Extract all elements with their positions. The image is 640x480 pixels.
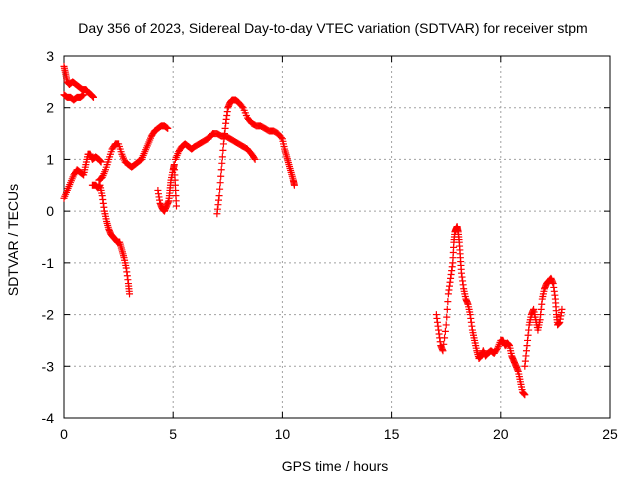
y-tick-label: 1	[46, 151, 54, 167]
y-tick-label: -2	[42, 307, 55, 323]
data-point-plus	[251, 155, 259, 163]
data-point-plus	[97, 158, 105, 166]
data-point-plus	[78, 92, 86, 100]
chart-title: Day 356 of 2023, Sidereal Day-to-day VTE…	[78, 20, 587, 36]
data-point-plus	[238, 102, 246, 110]
data-point-plus	[172, 202, 180, 210]
y-tick-label: 3	[46, 48, 54, 64]
y-tick-label: -1	[42, 255, 55, 271]
data-series	[95, 122, 172, 184]
data-point-plus	[218, 153, 226, 161]
data-point-plus	[126, 290, 134, 298]
data-point-plus	[290, 181, 298, 189]
data-point-plus	[441, 327, 449, 335]
data-point-plus	[217, 172, 225, 180]
data-point-plus	[441, 334, 449, 342]
data-point-plus	[216, 185, 224, 193]
data-points	[60, 62, 566, 399]
data-point-plus	[215, 192, 223, 200]
x-tick-label: 0	[60, 426, 68, 442]
data-point-plus	[164, 124, 172, 132]
data-point-plus	[493, 345, 501, 353]
data-point-plus	[250, 154, 258, 162]
data-series	[60, 150, 105, 202]
data-point-plus	[443, 313, 451, 321]
data-point-plus	[218, 159, 226, 167]
data-point-plus	[80, 91, 88, 99]
x-tick-label: 15	[384, 426, 400, 442]
data-point-plus	[521, 391, 529, 399]
x-tick-label: 10	[275, 426, 291, 442]
x-tick-label: 20	[493, 426, 509, 442]
plot-frame	[63, 55, 611, 419]
data-series	[60, 91, 88, 104]
data-point-plus	[216, 179, 224, 187]
y-tick-label: -3	[42, 358, 55, 374]
data-point-plus	[163, 124, 171, 132]
y-tick-label: 0	[46, 203, 54, 219]
data-series	[213, 96, 298, 218]
data-series	[171, 130, 259, 163]
y-axis-ticks: -4 -3 -2 -1 0 1 2 3	[42, 48, 610, 426]
x-axis-ticks: 0 5 10 15 20 25	[60, 56, 618, 442]
gridlines	[64, 56, 610, 418]
x-tick-label: 5	[169, 426, 177, 442]
data-point-plus	[440, 340, 448, 348]
data-point-plus	[444, 298, 452, 306]
data-point-plus	[277, 133, 285, 141]
data-series	[432, 223, 529, 399]
y-tick-label: -4	[42, 410, 55, 426]
data-point-plus	[442, 321, 450, 329]
y-axis-label: SDTVAR / TECUs	[5, 184, 21, 296]
data-point-plus	[219, 146, 227, 154]
data-point-plus	[79, 91, 87, 99]
data-point-plus	[217, 166, 225, 174]
data-point-plus	[162, 123, 170, 131]
y-tick-label: 2	[46, 100, 54, 116]
data-point-plus	[443, 305, 451, 313]
data-series	[60, 62, 97, 101]
x-axis-label: GPS time / hours	[282, 458, 389, 474]
data-series	[154, 161, 180, 215]
data-point-plus	[439, 347, 447, 355]
data-series	[88, 181, 134, 298]
data-point-plus	[558, 305, 566, 313]
x-tick-label: 25	[602, 426, 618, 442]
data-point-plus	[89, 93, 97, 101]
data-series	[521, 274, 566, 370]
